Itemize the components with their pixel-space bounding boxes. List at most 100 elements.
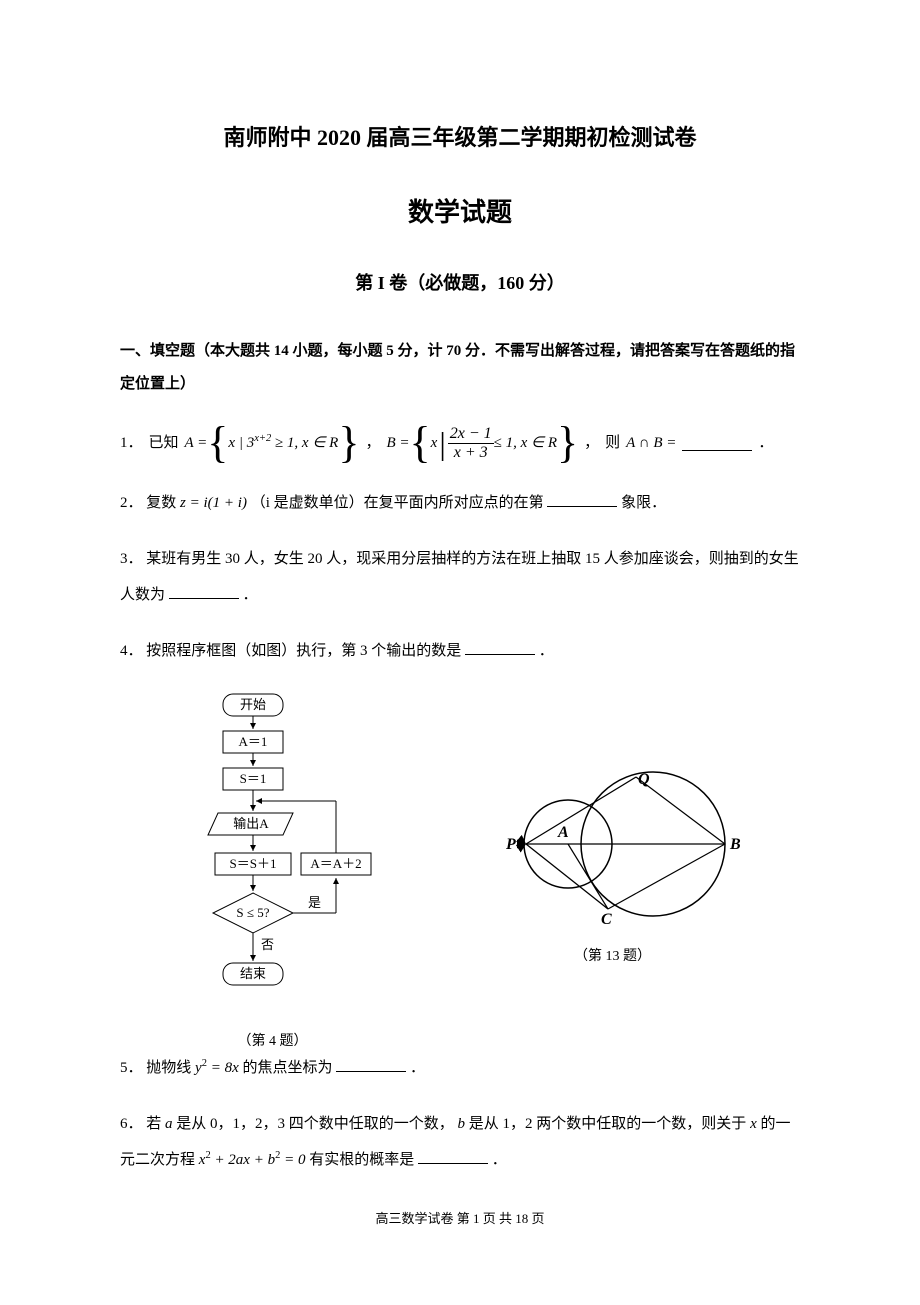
label-B: B: [729, 836, 741, 853]
footer-t3: 页: [532, 1211, 545, 1226]
blank: [682, 436, 752, 451]
q6-t2: 是从 0，1，2，3 四个数中任取的一个数，: [176, 1116, 454, 1132]
q1-setB: B = { x | 2x − 1 x + 3 ≤ 1, x ∈ R }: [386, 421, 578, 465]
line-QB: [636, 777, 725, 844]
q5-expr: y2 = 8x: [195, 1060, 242, 1076]
blank: [418, 1149, 488, 1164]
blank: [336, 1057, 406, 1072]
q6-num: 6．: [120, 1116, 143, 1132]
q1-setA: A = { x | 3x+2 ≥ 1, x ∈ R }: [185, 421, 360, 465]
question-4: 4． 按照程序框图（如图）执行，第 3 个输出的数是 ．: [120, 633, 800, 669]
frac-den: x + 3: [452, 444, 490, 462]
brace-right: }: [557, 421, 578, 465]
eq-mid: + 2ax + b: [211, 1152, 275, 1168]
q3-num: 3．: [120, 551, 143, 567]
footer-p1: 1: [473, 1211, 480, 1226]
q6-eq: x2 + 2ax + b2 = 0: [199, 1152, 309, 1168]
question-5: 5． 抛物线 y2 = 8x 的焦点坐标为 ．: [120, 1050, 800, 1086]
blank: [547, 492, 617, 507]
footer-t2: 页 共: [483, 1211, 516, 1226]
q4-num: 4．: [120, 643, 143, 659]
q1-comma1: ，: [365, 425, 380, 461]
setA-cond: ≥ 1, x ∈ R: [271, 435, 338, 451]
q5-y: y: [195, 1060, 202, 1076]
circles-figure: P A Q B C （第 13 题）: [478, 759, 748, 965]
brace-left: {: [207, 421, 228, 465]
q2-t2: （i 是虚数单位）在复平面内所对应点的在第: [251, 495, 544, 511]
q1-prefix: 已知: [149, 425, 179, 461]
end-text: 结束: [239, 966, 265, 981]
footer-p2: 18: [515, 1211, 528, 1226]
label-A: A: [557, 824, 569, 841]
q1-AcapB: A ∩ B =: [626, 425, 676, 461]
q6-x: x: [750, 1116, 757, 1132]
section-1-header: 一、填空题（本大题共 14 小题，每小题 5 分，计 70 分．不需写出解答过程…: [120, 335, 800, 401]
a1-text: A＝1: [238, 734, 267, 749]
q1-comma2: ，: [584, 425, 599, 461]
q1-num: 1．: [120, 425, 143, 461]
s1-text: S＝1: [239, 771, 266, 786]
brace-right: }: [338, 421, 359, 465]
setA-inner: x | 3x+2 ≥ 1, x ∈ R: [228, 425, 338, 461]
period: ．: [243, 587, 258, 603]
page-footer: 高三数学试卷 第 1 页 共 18 页: [120, 1208, 800, 1227]
output-text: 输出A: [233, 816, 269, 831]
figures-row: 开始 A＝1 S＝1 输出A S＝S＋1 A＝A＋2 S ≤ 5?: [120, 689, 800, 1050]
setB-lhs: B =: [386, 425, 409, 461]
exam-title: 南师附中 2020 届高三年级第二学期期初检测试卷: [120, 120, 800, 152]
label-C: C: [601, 911, 612, 928]
setA-exp: x+2: [254, 433, 271, 444]
no-text: 否: [261, 937, 274, 952]
setA-lhs: A =: [185, 425, 208, 461]
q1-then: 则: [605, 425, 620, 461]
cond-text: S ≤ 5?: [236, 905, 269, 920]
q2-expr: z = i(1 + i): [180, 495, 247, 511]
period: ．: [539, 643, 554, 659]
q5-t2: 的焦点坐标为: [242, 1060, 332, 1076]
blank: [169, 584, 239, 599]
period: ．: [492, 1152, 507, 1168]
blank: [465, 640, 535, 655]
circles-svg: P A Q B C: [478, 759, 748, 939]
q6-b: b: [458, 1116, 466, 1132]
point-P: [522, 843, 525, 846]
circles-caption: （第 13 题）: [574, 945, 651, 965]
label-P: P: [505, 836, 516, 853]
frac-num: 2x − 1: [448, 425, 494, 443]
q2-t3: 象限．: [621, 495, 666, 511]
flowchart-figure: 开始 A＝1 S＝1 输出A S＝S＋1 A＝A＋2 S ≤ 5?: [173, 689, 373, 1050]
q2-num: 2．: [120, 495, 143, 511]
question-6: 6． 若 a 是从 0，1，2，3 四个数中任取的一个数， b 是从 1，2 两…: [120, 1106, 800, 1178]
q6-t5: 有实根的概率是: [309, 1152, 414, 1168]
question-1: 1． 已知 A = { x | 3x+2 ≥ 1, x ∈ R } ， B = …: [120, 421, 800, 465]
q2-t1: 复数: [146, 495, 176, 511]
eq-post: = 0: [280, 1152, 305, 1168]
period: ．: [758, 425, 773, 461]
line-AC: [568, 844, 608, 909]
setB-frac: 2x − 1 x + 3: [448, 425, 494, 461]
flowchart-svg: 开始 A＝1 S＝1 输出A S＝S＋1 A＝A＋2 S ≤ 5?: [173, 689, 373, 1024]
sinc-text: S＝S＋1: [229, 856, 276, 871]
q6-t1: 若: [146, 1116, 165, 1132]
q6-a: a: [165, 1116, 173, 1132]
period: ．: [410, 1060, 425, 1076]
part-title: 第 I 卷（必做题，160 分）: [120, 269, 800, 295]
q5-t1: 抛物线: [146, 1060, 191, 1076]
start-text: 开始: [239, 697, 265, 712]
setB-cond: ≤ 1, x ∈ R: [494, 425, 557, 461]
question-3: 3． 某班有男生 30 人，女生 20 人，现采用分层抽样的方法在班上抽取 15…: [120, 541, 800, 613]
q4-text: 按照程序框图（如图）执行，第 3 个输出的数是: [146, 643, 461, 659]
footer-t1: 高三数学试卷 第: [375, 1211, 473, 1226]
question-2: 2． 复数 z = i(1 + i) （i 是虚数单位）在复平面内所对应点的在第…: [120, 485, 800, 521]
yes-text: 是: [308, 895, 321, 910]
setA-base: x | 3: [228, 435, 254, 451]
ainc-text: A＝A＋2: [310, 856, 361, 871]
subject-title: 数学试题: [120, 192, 800, 229]
q5-num: 5．: [120, 1060, 143, 1076]
flowchart-caption: （第 4 题）: [238, 1030, 308, 1050]
setB-bar: |: [439, 427, 445, 459]
brace-left: {: [410, 421, 431, 465]
q6-t3: 是从 1，2 两个数中任取的一个数，则关于: [469, 1116, 750, 1132]
q5-rhs: = 8x: [207, 1060, 239, 1076]
setB-x: x: [431, 425, 438, 461]
